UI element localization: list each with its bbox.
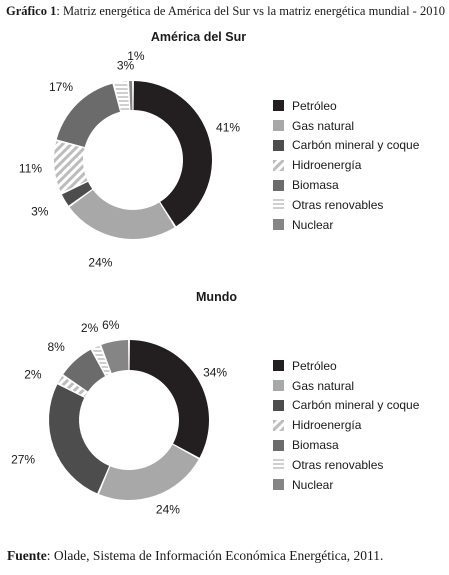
legend-item-nuclear: Nuclear	[273, 475, 419, 495]
data-label-nuclear: 6%	[102, 318, 120, 332]
legend-item-nuclear: Nuclear	[273, 215, 419, 235]
legend-item-carbon-mineral-y-coque: Carbón mineral y coque	[273, 396, 419, 416]
legend-swatch-nuclear	[273, 219, 284, 231]
data-label-carbon-mineral-y-coque: 27%	[11, 453, 35, 467]
figure-title-text: : Matriz energética de América del Sur v…	[56, 4, 445, 18]
donut-chart-south-america: 41%24%3%11%17%3%1%	[19, 49, 241, 269]
legend-label-otras-renovables: Otras renovables	[292, 457, 384, 472]
data-label-petroleo: 41%	[216, 121, 240, 135]
figure-title: Gráfico 1: Matriz energética de América …	[6, 4, 446, 19]
legend-label-gas-natural: Gas natural	[292, 378, 355, 393]
legend-item-biomasa: Biomasa	[273, 175, 419, 195]
legend-item-petroleo: Petróleo	[273, 96, 419, 116]
donut-slice-otras-renovables	[92, 345, 111, 376]
data-label-nuclear: 1%	[127, 49, 145, 63]
data-label-biomasa: 8%	[47, 340, 65, 354]
legend-swatch-petroleo	[273, 100, 284, 112]
legend-label-gas-natural: Gas natural	[292, 118, 355, 133]
donut-slice-hidroenergia	[54, 141, 88, 193]
legend-swatch-carbon-mineral-y-coque	[273, 399, 284, 411]
data-label-gas-natural: 24%	[88, 255, 112, 269]
legend-item-carbon-mineral-y-coque: Carbón mineral y coque	[273, 136, 419, 156]
legend-item-otras-renovables: Otras renovables	[273, 195, 419, 215]
legend-label-nuclear: Nuclear	[292, 477, 334, 492]
donut-chart-world: 34%24%27%2%8%2% 6%	[11, 318, 227, 517]
chart-title-world: Mundo	[196, 290, 237, 304]
legend-swatch-carbon-mineral-y-coque	[273, 139, 284, 151]
legend-label-nuclear: Nuclear	[292, 217, 334, 232]
figure-title-prefix: Gráfico 1	[6, 4, 57, 18]
donut-slice-petroleo	[129, 340, 210, 458]
donut-slice-nuclear	[128, 81, 133, 111]
data-label-otras-renovables: 2%	[81, 321, 99, 335]
legend-item-hidroenergia: Hidroenergía	[273, 155, 419, 175]
legend-label-carbon-mineral-y-coque: Carbón mineral y coque	[292, 138, 420, 153]
chart-title-south-america: América del Sur	[150, 30, 247, 44]
donut-slice-petroleo	[133, 81, 212, 227]
legend-label-biomasa: Biomasa	[292, 438, 339, 453]
legend-label-petroleo: Petróleo	[292, 358, 337, 373]
legend-item-otras-renovables: Otras renovables	[273, 455, 419, 475]
donut-slice-biomasa	[63, 349, 106, 392]
legend-swatch-biomasa	[273, 439, 284, 451]
donut-slice-gas-natural	[69, 189, 175, 240]
legend-label-carbon-mineral-y-coque: Carbón mineral y coque	[292, 398, 420, 413]
donut-slice-carbon-mineral-y-coque	[61, 181, 93, 206]
donut-slice-biomasa	[56, 83, 120, 147]
data-label-hidroenergia: 11%	[19, 161, 42, 175]
donut-slice-nuclear	[101, 340, 129, 374]
legend-item-biomasa: Biomasa	[273, 435, 419, 455]
donut-slice-gas-natural	[98, 444, 199, 500]
legend-world: Petróleo Gas natural Carbón mineral y co…	[273, 356, 419, 495]
legend-swatch-petroleo	[273, 360, 284, 372]
legend-swatch-otras-renovables	[273, 199, 284, 211]
data-label-biomasa: 17%	[49, 80, 73, 94]
legend-item-gas-natural: Gas natural	[273, 376, 419, 396]
data-label-petroleo: 34%	[203, 365, 227, 379]
legend-label-hidroenergia: Hidroenergía	[292, 418, 362, 433]
legend-item-petroleo: Petróleo	[273, 356, 419, 376]
legend-label-hidroenergia: Hidroenergía	[292, 158, 362, 173]
legend-item-gas-natural: Gas natural	[273, 116, 419, 136]
donut-slice-hidroenergia	[58, 375, 88, 397]
data-label-otras-renovables: 3%	[117, 58, 135, 72]
data-label-gas-natural: 24%	[156, 503, 180, 517]
legend-swatch-nuclear	[273, 479, 284, 491]
legend-swatch-hidroenergia	[273, 159, 284, 171]
data-label-hidroenergia: 2%	[24, 367, 42, 381]
data-label-carbon-mineral-y-coque: 3%	[31, 205, 49, 219]
legend-swatch-hidroenergia	[273, 419, 284, 431]
donut-slice-carbon-mineral-y-coque	[48, 384, 110, 494]
legend-swatch-gas-natural	[273, 380, 284, 392]
donut-slice-otras-renovables	[114, 81, 130, 112]
legend-swatch-otras-renovables	[273, 459, 284, 471]
legend-swatch-gas-natural	[273, 120, 284, 132]
legend-item-hidroenergia: Hidroenergía	[273, 415, 419, 435]
figure-source-prefix: Fuente	[7, 548, 47, 563]
figure-source-text: : Olade, Sistema de Información Económic…	[46, 548, 384, 563]
legend-label-petroleo: Petróleo	[292, 98, 337, 113]
legend-south-america: Petróleo Gas natural Carbón mineral y co…	[273, 96, 419, 235]
legend-label-biomasa: Biomasa	[292, 178, 339, 193]
legend-label-otras-renovables: Otras renovables	[292, 197, 384, 212]
legend-swatch-biomasa	[273, 179, 284, 191]
figure-source: Fuente: Olade, Sistema de Información Ec…	[7, 548, 383, 564]
